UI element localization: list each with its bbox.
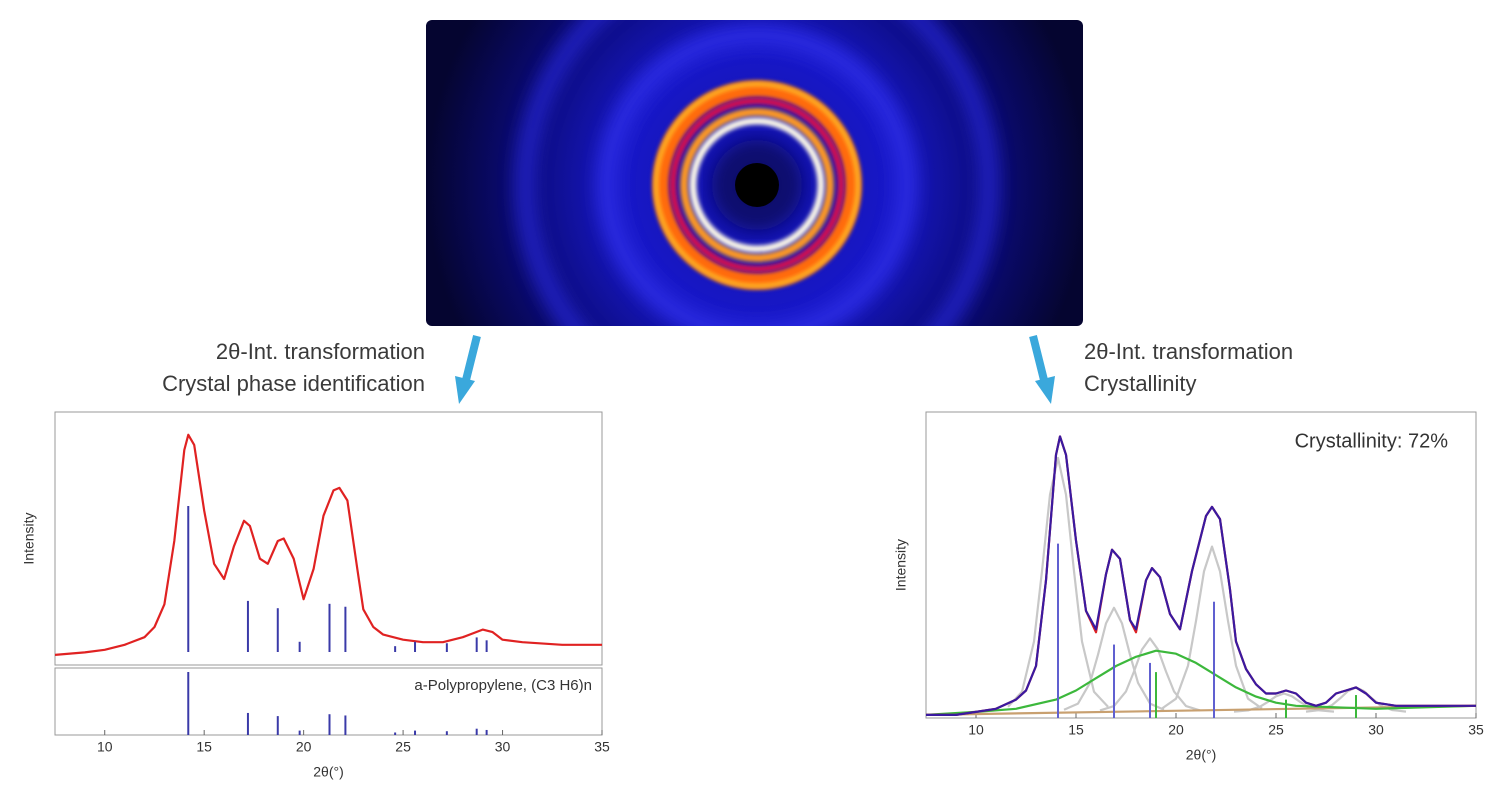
x-axis-label: 2θ(°) (1186, 747, 1217, 763)
x-tick-label: 35 (1468, 722, 1484, 738)
step-label: 2θ-Int. transformation (216, 339, 425, 364)
x-tick-label: 30 (495, 739, 511, 755)
series-line (926, 435, 1476, 716)
diffraction-image (426, 20, 1083, 326)
annotation: Crystallinity: 72% (1295, 430, 1449, 452)
x-tick-label: 25 (395, 739, 411, 755)
x-tick-label: 15 (196, 739, 212, 755)
step-label: Crystallinity (1084, 371, 1196, 396)
step-label: 2θ-Int. transformation (1084, 339, 1293, 364)
series-line (926, 704, 1476, 716)
x-tick-label: 20 (1168, 722, 1184, 738)
series-line (926, 649, 1476, 716)
plot-area (926, 435, 1476, 716)
x-tick-label: 15 (1068, 722, 1084, 738)
y-axis-label: Intensity (893, 539, 909, 591)
plot-area (55, 433, 602, 656)
plot-frame (925, 411, 1477, 719)
reference-label: a-Polypropylene, (C3 H6)n (414, 677, 592, 694)
x-axis-label: 2θ(°) (313, 764, 344, 780)
series-line (1063, 606, 1165, 711)
x-tick-label: 10 (968, 722, 984, 738)
plot-frame (54, 411, 603, 666)
x-tick-label: 20 (296, 739, 312, 755)
x-tick-label: 25 (1268, 722, 1284, 738)
x-tick-label: 30 (1368, 722, 1384, 738)
arrow (455, 335, 481, 404)
series-line (926, 435, 1476, 716)
x-tick-label: 35 (594, 739, 610, 755)
series-line (1007, 456, 1109, 708)
series-line (1161, 545, 1263, 710)
step-label: Crystal phase identification (162, 371, 425, 396)
y-axis-label: Intensity (21, 512, 37, 564)
arrow (1029, 335, 1055, 404)
series-line (55, 433, 602, 656)
x-tick-label: 10 (97, 739, 113, 755)
